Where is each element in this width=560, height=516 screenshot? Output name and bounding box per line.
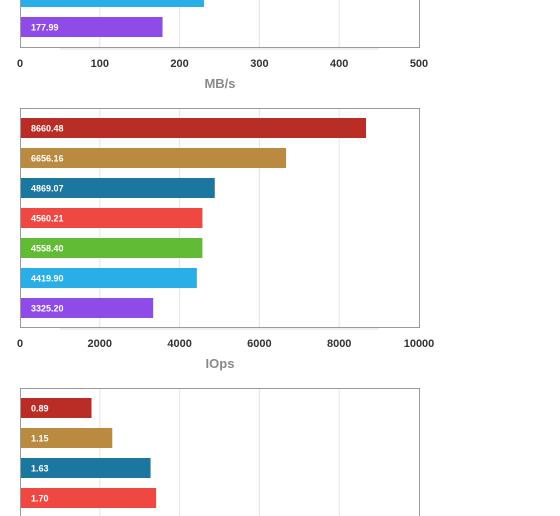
- chart-panel-1: 8660.48 6656.16 4869.07 4560.21 4558.40 4419.…: [17, 108, 434, 371]
- bar: [20, 17, 163, 37]
- plot-frame: [20, 388, 420, 516]
- bar: [20, 238, 203, 258]
- x-tick-label: 200: [170, 58, 188, 70]
- x-tick-label: 400: [330, 58, 348, 70]
- bar: [20, 488, 157, 508]
- bar-value-label: 4869.07: [31, 184, 64, 194]
- plot-frame: [20, 0, 420, 48]
- x-tick-label: 300: [250, 58, 268, 70]
- bar: [20, 118, 367, 138]
- bar-value-label: 1.15: [31, 434, 49, 444]
- x-tick-label: 2000: [88, 338, 112, 350]
- x-axis-title: IOps: [206, 356, 235, 371]
- bar: [20, 398, 92, 418]
- x-tick-label: 8000: [327, 338, 351, 350]
- chart-panel-0: 177.99 0 100 200 300 400 500 MB/s: [17, 0, 428, 91]
- x-tick-label: 4000: [167, 338, 191, 350]
- bar: [20, 268, 197, 288]
- bar-value-label: 1.70: [31, 494, 49, 504]
- bar-value-label: 4419.90: [31, 274, 64, 284]
- x-tick-label: 500: [410, 58, 428, 70]
- bar: [20, 0, 205, 7]
- bar-value-label: 177.99: [31, 23, 59, 33]
- bar-value-label: 8660.48: [31, 124, 64, 134]
- bar: [20, 178, 215, 198]
- bar-value-label: 4558.40: [31, 244, 64, 254]
- frame-shadow: [60, 327, 379, 330]
- bar-value-label: 4560.21: [31, 214, 64, 224]
- bar-value-label: 0.89: [31, 404, 49, 414]
- bar-value-label: 3325.20: [31, 304, 64, 314]
- chart-panel-2: 0.89 1.15 1.63 1.70: [20, 388, 420, 516]
- bar-value-label: 1.63: [31, 464, 49, 474]
- bar-value-label: 6656.16: [31, 154, 64, 164]
- x-tick-label: 100: [91, 58, 109, 70]
- x-tick-label: 0: [17, 58, 23, 70]
- bar: [20, 298, 154, 318]
- bar: [20, 458, 151, 478]
- frame-shadow: [60, 47, 379, 50]
- x-axis-title: MB/s: [204, 76, 235, 91]
- bar: [20, 148, 287, 168]
- x-tick-label: 10000: [404, 338, 435, 350]
- bar: [20, 208, 203, 228]
- plot-frame: [20, 108, 420, 328]
- x-tick-label: 6000: [247, 338, 271, 350]
- bar: [20, 428, 113, 448]
- x-tick-label: 0: [17, 338, 23, 350]
